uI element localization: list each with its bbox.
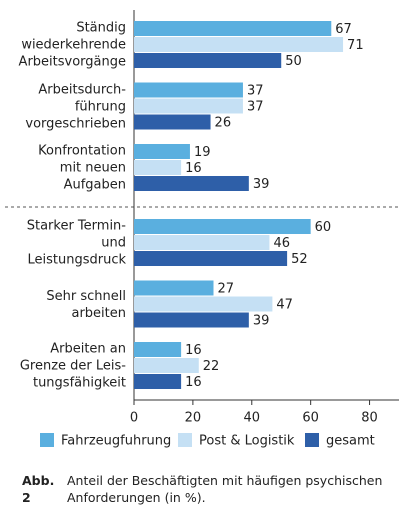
- bar: [134, 114, 211, 130]
- value-label: 39: [253, 177, 270, 192]
- caption: Abb. 2 Anteil der Beschäftigten mit häufi…: [22, 472, 392, 506]
- value-label: 67: [335, 22, 352, 37]
- value-label: 16: [185, 375, 202, 390]
- legend-label: Fahrzeugfuhrung: [61, 434, 171, 449]
- caption-label: Abb. 2: [22, 473, 55, 505]
- bar: [134, 37, 344, 52]
- value-label: 22: [203, 359, 220, 374]
- category-label: Arbeiten an Grenze der Leis- tungsfähigk…: [19, 341, 126, 391]
- bar: [134, 358, 199, 373]
- value-label: 71: [347, 38, 364, 53]
- bar: [134, 374, 182, 389]
- bar: [134, 82, 243, 98]
- legend-swatch: [305, 433, 319, 447]
- category-label: Sehr schnell arbeiten: [46, 288, 126, 321]
- category-label: Ständig wiederkehrende Arbeitsvorgänge: [18, 20, 126, 70]
- bar: [134, 219, 311, 234]
- legend-swatch: [178, 433, 192, 447]
- bar: [134, 251, 288, 266]
- bar: [134, 144, 190, 159]
- value-label: 52: [291, 252, 308, 267]
- value-label: 26: [215, 116, 232, 131]
- category-label: Konfrontation mit neuen Aufgaben: [38, 143, 126, 193]
- value-label: 60: [315, 220, 332, 235]
- bar: [134, 342, 182, 357]
- bar: [134, 160, 182, 175]
- bar: [134, 296, 273, 312]
- value-label: 47: [276, 298, 293, 313]
- bar: [134, 53, 282, 68]
- x-tick-label: 60: [302, 411, 319, 426]
- value-label: 39: [253, 314, 270, 329]
- bar: [134, 98, 243, 114]
- value-label: 16: [185, 343, 202, 358]
- x-tick-label: 0: [130, 411, 138, 426]
- bar: [134, 176, 249, 191]
- value-label: 50: [285, 54, 302, 69]
- category-label: Arbeitsdurch- führung vorgeschrieben: [25, 82, 126, 131]
- value-label: 27: [218, 282, 235, 297]
- value-label: 19: [194, 145, 211, 160]
- legend-label: gesamt: [326, 434, 375, 449]
- value-label: 16: [185, 161, 202, 176]
- x-tick-label: 80: [361, 411, 378, 426]
- value-label: 37: [247, 84, 264, 99]
- legend-swatch: [40, 433, 54, 447]
- bar: [134, 235, 270, 250]
- x-tick-label: 20: [185, 411, 202, 426]
- legend-label: Post & Logistik: [199, 434, 295, 449]
- bar: [134, 21, 332, 36]
- bar: [134, 312, 249, 328]
- bar: [134, 280, 214, 296]
- x-tick-label: 40: [244, 411, 261, 426]
- value-label: 46: [273, 236, 290, 251]
- caption-text: Anteil der Beschäftigten mit häufigen ps…: [67, 473, 383, 505]
- value-label: 37: [247, 100, 264, 115]
- category-label: Starker Termin- und Leistungsdruck: [26, 218, 126, 268]
